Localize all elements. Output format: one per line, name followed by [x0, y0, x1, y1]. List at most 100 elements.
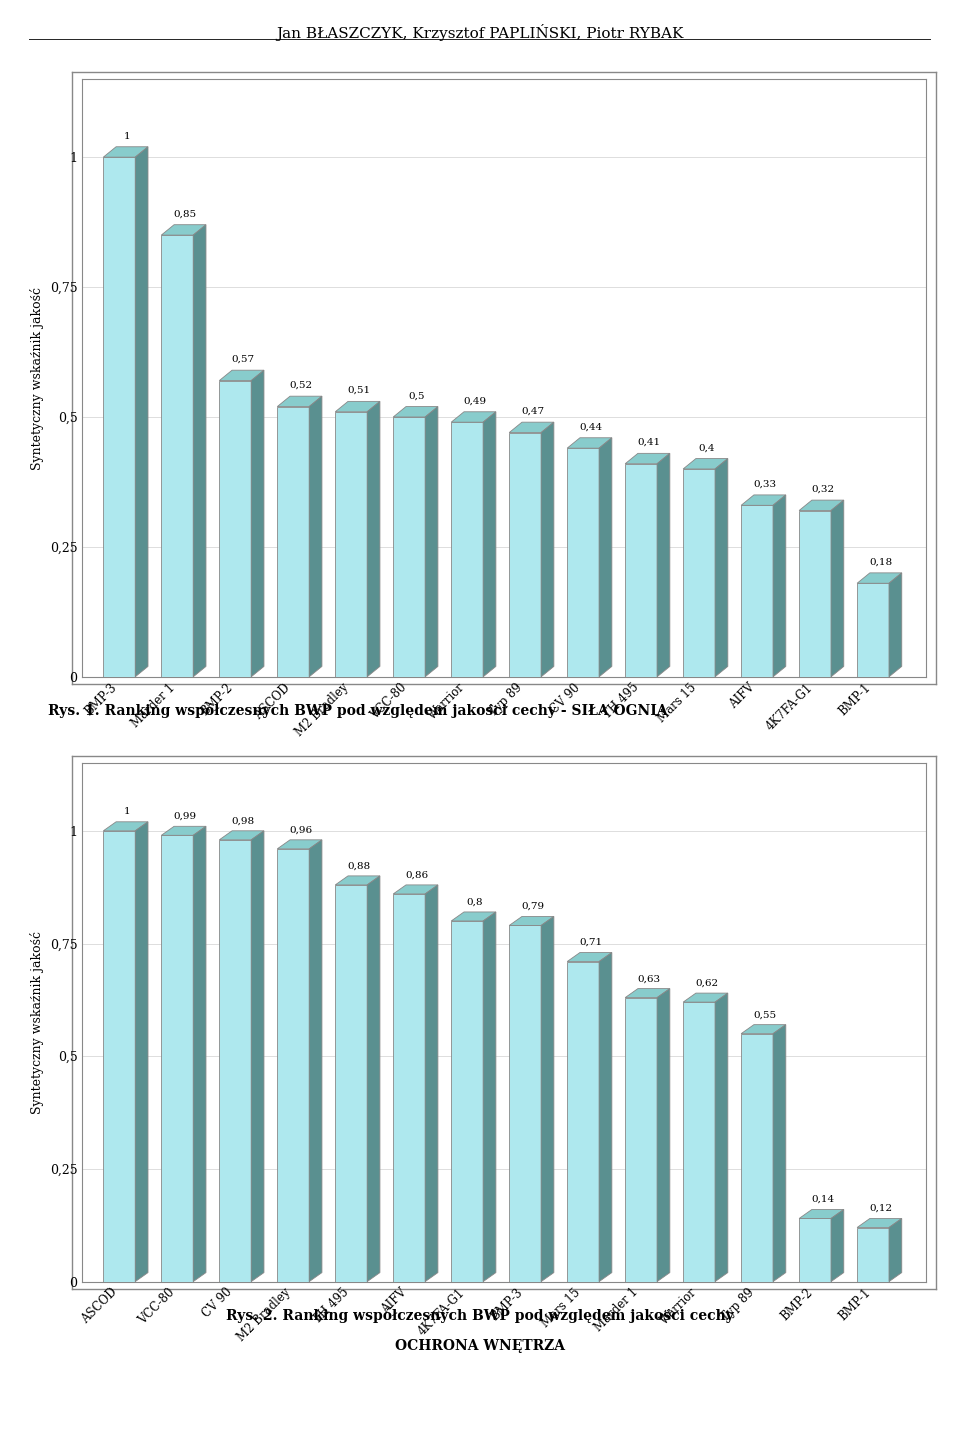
Polygon shape: [889, 573, 901, 677]
Polygon shape: [483, 412, 496, 677]
Text: 0,8: 0,8: [467, 897, 483, 907]
Polygon shape: [541, 422, 554, 677]
Polygon shape: [425, 406, 438, 677]
Polygon shape: [684, 458, 728, 469]
Text: 0,86: 0,86: [405, 871, 428, 880]
Y-axis label: Syntetyczny wskaźnik jakość: Syntetyczny wskaźnik jakość: [31, 287, 44, 469]
Text: Rys. 2. Ranking współczesnych BWP pod względem jakości cechy: Rys. 2. Ranking współczesnych BWP pod wz…: [226, 1308, 734, 1322]
Polygon shape: [625, 989, 670, 998]
Polygon shape: [104, 822, 148, 831]
Text: 0,88: 0,88: [348, 861, 371, 871]
Polygon shape: [541, 916, 554, 1282]
Text: 0,49: 0,49: [463, 396, 487, 406]
Bar: [161, 235, 193, 677]
Text: 0,79: 0,79: [521, 901, 544, 912]
Text: 0,57: 0,57: [231, 356, 254, 364]
Bar: [799, 1218, 831, 1282]
Polygon shape: [367, 402, 380, 677]
Polygon shape: [567, 438, 612, 448]
Polygon shape: [335, 876, 380, 886]
Polygon shape: [161, 827, 206, 835]
Text: 0,55: 0,55: [753, 1011, 777, 1020]
Bar: [161, 835, 193, 1282]
Bar: [857, 583, 889, 677]
Bar: [451, 422, 483, 677]
Bar: [277, 848, 309, 1282]
Polygon shape: [509, 422, 554, 432]
Bar: [799, 511, 831, 677]
Text: 1: 1: [124, 808, 131, 816]
Text: 1: 1: [124, 131, 131, 141]
Bar: [625, 464, 657, 677]
Polygon shape: [451, 912, 496, 922]
Bar: [741, 505, 773, 677]
Polygon shape: [161, 225, 206, 235]
Bar: [684, 469, 715, 677]
Bar: [335, 886, 367, 1282]
Polygon shape: [135, 822, 148, 1282]
Bar: [684, 1002, 715, 1282]
Polygon shape: [715, 458, 728, 677]
Text: OCHRONA WNĘTRZA: OCHRONA WNĘTRZA: [395, 1339, 565, 1354]
Polygon shape: [567, 952, 612, 962]
Bar: [104, 831, 135, 1282]
Polygon shape: [657, 454, 670, 677]
Polygon shape: [252, 370, 264, 677]
Polygon shape: [483, 912, 496, 1282]
Bar: [104, 157, 135, 677]
Polygon shape: [773, 1025, 786, 1282]
Bar: [219, 840, 252, 1282]
Polygon shape: [831, 500, 844, 677]
Text: 0,96: 0,96: [289, 825, 312, 834]
Polygon shape: [252, 831, 264, 1282]
Polygon shape: [684, 994, 728, 1002]
Polygon shape: [889, 1218, 901, 1282]
Polygon shape: [799, 1210, 844, 1218]
Polygon shape: [367, 876, 380, 1282]
Text: 0,52: 0,52: [289, 382, 312, 390]
Bar: [567, 448, 599, 677]
Text: 0,44: 0,44: [579, 422, 602, 432]
Bar: [394, 894, 425, 1282]
Text: 0,98: 0,98: [231, 816, 254, 825]
Text: 0,47: 0,47: [521, 408, 544, 416]
Bar: [567, 962, 599, 1282]
Polygon shape: [773, 495, 786, 677]
Text: 0,63: 0,63: [637, 975, 660, 984]
Polygon shape: [799, 500, 844, 511]
Bar: [509, 432, 541, 677]
Bar: [741, 1034, 773, 1282]
Polygon shape: [831, 1210, 844, 1282]
Polygon shape: [335, 402, 380, 412]
Text: Jan BŁASZCZYK, Krzysztof PAPLIŃSKI, Piotr RYBAK: Jan BŁASZCZYK, Krzysztof PAPLIŃSKI, Piot…: [276, 24, 684, 42]
Polygon shape: [219, 370, 264, 380]
Bar: [509, 926, 541, 1282]
Bar: [451, 922, 483, 1282]
Polygon shape: [193, 827, 206, 1282]
Polygon shape: [715, 994, 728, 1282]
Polygon shape: [394, 406, 438, 418]
Text: 0,32: 0,32: [811, 485, 834, 494]
Polygon shape: [135, 147, 148, 677]
Text: 0,12: 0,12: [869, 1204, 892, 1212]
Text: 0,4: 0,4: [698, 444, 715, 452]
Polygon shape: [625, 454, 670, 464]
Polygon shape: [277, 396, 322, 406]
Polygon shape: [219, 831, 264, 840]
Polygon shape: [857, 573, 901, 583]
Text: 0,51: 0,51: [348, 386, 371, 395]
Polygon shape: [193, 225, 206, 677]
Polygon shape: [741, 1025, 786, 1034]
Polygon shape: [741, 495, 786, 505]
Text: 0,41: 0,41: [637, 438, 660, 446]
Polygon shape: [599, 952, 612, 1282]
Text: Rys. 1. Ranking współczesnych BWP pod względem jakości cechy - SIŁA OGNIA: Rys. 1. Ranking współczesnych BWP pod wz…: [48, 703, 667, 717]
Bar: [394, 418, 425, 677]
Bar: [277, 406, 309, 677]
Polygon shape: [309, 840, 322, 1282]
Text: 0,33: 0,33: [753, 480, 777, 488]
Polygon shape: [309, 396, 322, 677]
Polygon shape: [657, 989, 670, 1282]
Polygon shape: [277, 840, 322, 848]
Polygon shape: [451, 412, 496, 422]
